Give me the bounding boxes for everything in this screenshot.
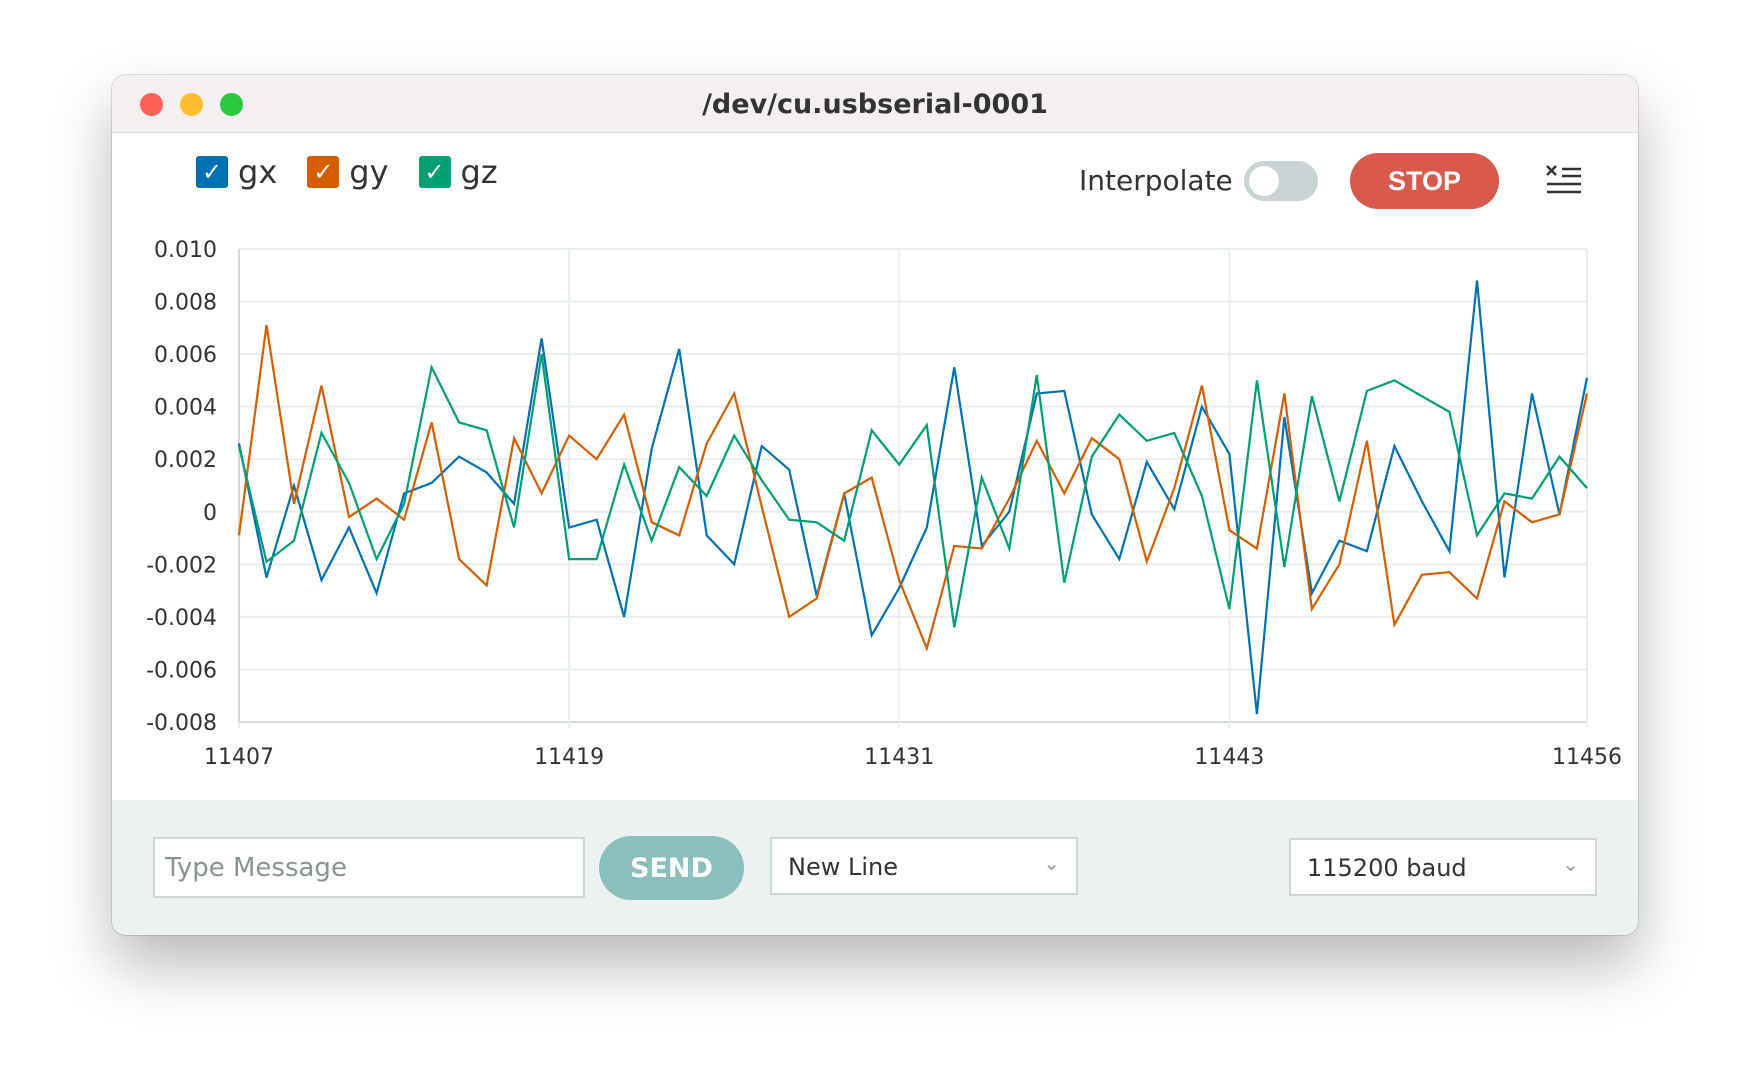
window-title: /dev/cu.usbserial-0001 <box>702 89 1048 120</box>
footer-panel: Type Message SEND New Line ⌄ 115200 baud ⌄ <box>112 800 1638 935</box>
legend-label: gz <box>460 153 498 191</box>
chevron-down-icon: ⌄ <box>1562 852 1579 876</box>
toggle-knob <box>1249 166 1279 196</box>
legend: ✓ gx ✓ gy ✓ gz <box>196 153 498 191</box>
x-tick-label: 11456 <box>1552 745 1622 770</box>
y-tick-label: 0.010 <box>154 238 217 263</box>
title-bar: /dev/cu.usbserial-0001 <box>112 75 1638 133</box>
close-button[interactable] <box>140 93 163 116</box>
legend-label: gx <box>238 153 278 191</box>
y-tick-label: 0 <box>203 501 217 526</box>
line-ending-select[interactable]: New Line ⌄ <box>770 837 1078 895</box>
y-tick-label: 0.006 <box>154 343 217 368</box>
line-chart: 0.010 0.008 0.006 0.004 0.002 0 -0.002 -0.004 -0… <box>146 238 1622 770</box>
y-tick-label: 0.002 <box>154 448 217 473</box>
checkbox-checked-icon[interactable]: ✓ <box>307 156 340 188</box>
legend-item-gz[interactable]: ✓ gz <box>418 153 498 191</box>
interpolate-toggle[interactable] <box>1244 161 1318 201</box>
baud-rate-select[interactable]: 115200 baud ⌄ <box>1289 838 1597 896</box>
x-tick-label: 11407 <box>204 745 274 770</box>
legend-label: gy <box>349 153 389 191</box>
chevron-down-icon: ⌄ <box>1043 851 1060 875</box>
checkbox-checked-icon[interactable]: ✓ <box>418 156 451 188</box>
x-tick-label: 11419 <box>534 745 604 770</box>
minimize-button[interactable] <box>180 93 203 116</box>
legend-item-gx[interactable]: ✓ gx <box>196 153 277 191</box>
checkbox-checked-icon[interactable]: ✓ <box>196 156 228 188</box>
y-tick-label: -0.006 <box>146 658 217 683</box>
y-tick-label: -0.008 <box>146 711 217 736</box>
series-line-gy <box>237 325 1589 652</box>
serial-plotter-window: /dev/cu.usbserial-0001 ✓ gx ✓ gy ✓ gz Inter… <box>112 75 1638 935</box>
x-tick-label: 11431 <box>864 745 934 770</box>
send-button[interactable]: SEND <box>599 836 744 900</box>
zoom-button[interactable] <box>220 93 243 116</box>
y-tick-label: 0.004 <box>154 396 217 421</box>
series-line-gz <box>237 353 1588 628</box>
y-tick-label: -0.004 <box>146 606 217 631</box>
y-tick-label: 0.008 <box>154 291 217 316</box>
message-input[interactable]: Type Message <box>153 837 585 898</box>
baud-value: 115200 baud <box>1307 854 1467 882</box>
line-ending-value: New Line <box>788 853 898 881</box>
interpolate-label: Interpolate <box>1079 164 1233 197</box>
y-tick-label: -0.002 <box>146 553 217 578</box>
x-tick-label: 11443 <box>1194 745 1264 770</box>
series-line-gx <box>237 280 1589 715</box>
stop-button[interactable]: STOP <box>1350 153 1499 209</box>
legend-item-gy[interactable]: ✓ gy <box>307 153 389 191</box>
clear-list-icon[interactable] <box>1545 164 1583 198</box>
